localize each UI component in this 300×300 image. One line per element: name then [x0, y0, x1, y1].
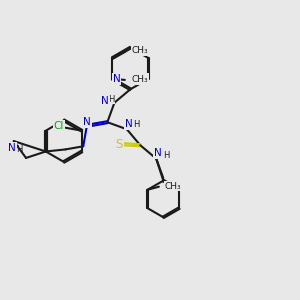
- Text: H: H: [16, 145, 22, 154]
- Text: N: N: [101, 96, 109, 106]
- Text: CH₃: CH₃: [165, 182, 182, 190]
- Text: N: N: [154, 148, 161, 158]
- Text: H: H: [133, 120, 140, 129]
- Text: N: N: [83, 117, 91, 127]
- Text: Cl: Cl: [54, 121, 64, 131]
- Text: H: H: [163, 151, 169, 160]
- Text: N: N: [8, 142, 16, 153]
- Text: H: H: [108, 94, 114, 103]
- Text: CH₃: CH₃: [131, 75, 148, 84]
- Text: N: N: [140, 74, 148, 84]
- Text: N: N: [124, 119, 132, 129]
- Text: S: S: [115, 138, 123, 151]
- Text: N: N: [113, 74, 120, 84]
- Text: CH₃: CH₃: [131, 46, 148, 55]
